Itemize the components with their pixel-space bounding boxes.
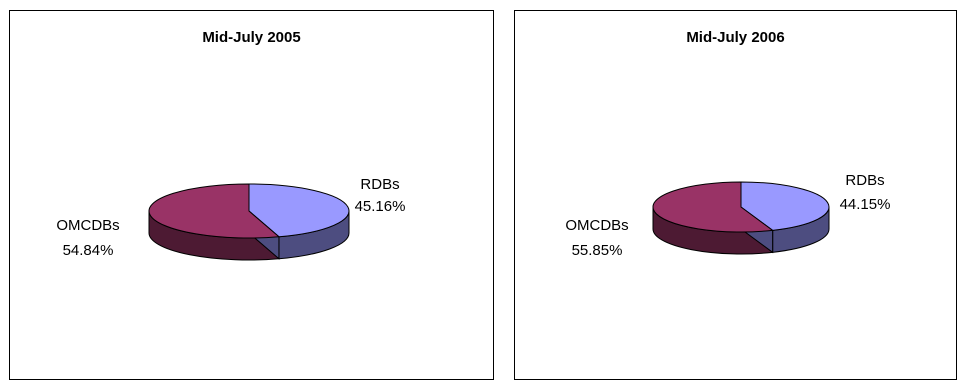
slice-category-label: RDBs (845, 172, 884, 189)
pie-slice-rdbs (740, 181, 830, 231)
pie-chart-2006: RDBs 44.15% OMCDBs 55.85% (565, 172, 891, 259)
slice-category-label: OMCDBs (565, 217, 628, 234)
chart-panel-2005: Mid-July 2005 RDBs 45.16% OMCDBs 54.84% (9, 10, 494, 380)
pie-slice-omcdbs (148, 183, 281, 239)
slice-value-label: 45.16% (355, 198, 406, 215)
slice-value-label: 55.85% (572, 242, 623, 259)
slice-category-label: OMCDBs (56, 217, 119, 234)
pie-slice-rdbs (248, 183, 350, 238)
pie-chart-2005: RDBs 45.16% OMCDBs 54.84% (56, 176, 406, 261)
slice-category-label: RDBs (360, 176, 399, 193)
chart-title: Mid-July 2006 (686, 29, 785, 46)
slice-value-label: 44.15% (840, 196, 891, 213)
slice-value-label: 54.84% (63, 242, 114, 259)
chart-title: Mid-July 2005 (202, 29, 301, 46)
chart-panel-2006: Mid-July 2006 RDBs 44.15% OMCDBs 55.85% (514, 10, 957, 380)
pie-slice-omcdbs (652, 181, 774, 233)
